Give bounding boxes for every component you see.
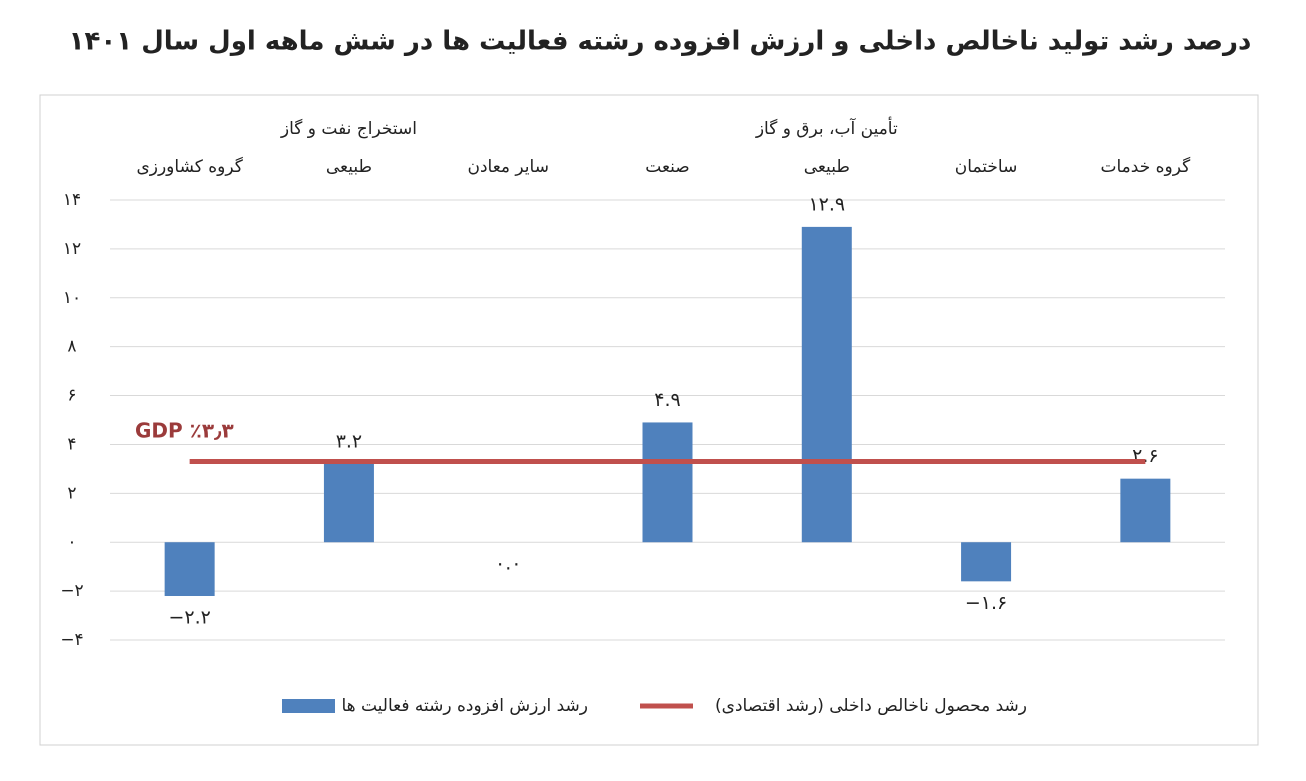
- legend-label: رشد محصول ناخالص داخلی (رشد اقتصادی): [715, 696, 1027, 716]
- bar: [642, 422, 693, 543]
- plot-frame: [39, 94, 1259, 746]
- x-category-label: ساختمان: [955, 157, 1018, 177]
- y-tick-label: ۴: [67, 434, 76, 454]
- y-tick-label: −۲: [60, 581, 83, 601]
- value-label: −۱.۶: [965, 592, 1007, 614]
- y-tick-label: −۴: [60, 630, 83, 650]
- bar: [164, 542, 215, 596]
- bar: [961, 542, 1012, 582]
- value-label: ۳.۲: [336, 431, 362, 453]
- legend-swatch: [282, 699, 335, 713]
- reference-label: GDP ٪۳٫۳: [135, 419, 234, 443]
- x-category-label: سایر معادن: [467, 157, 548, 177]
- value-label: ۰.۰: [495, 553, 521, 575]
- x-category-label: تأمین آب، برق و گاز طبیعی: [755, 116, 898, 177]
- y-tick-label: ۱۴: [63, 190, 81, 210]
- x-category-label: صنعت: [645, 157, 689, 177]
- x-category-label: گروه کشاورزی: [136, 156, 243, 177]
- chart-title: درصد رشد تولید ناخالص داخلی و ارزش افزود…: [69, 27, 1252, 57]
- y-tick-label: ۰: [67, 532, 76, 552]
- legend-label: رشد ارزش افزوده رشته فعالیت ها: [341, 696, 588, 716]
- y-tick-label: ۲: [67, 483, 76, 503]
- value-label: ۴.۹: [654, 389, 680, 411]
- bar: [323, 464, 374, 543]
- y-tick-label: ۶: [67, 386, 76, 406]
- x-category-label: گروه خدمات: [1100, 156, 1191, 177]
- y-tick-label: ۱۲: [63, 239, 81, 259]
- y-tick-label: ۱۰: [63, 288, 81, 308]
- value-label: −۲.۲: [168, 607, 210, 629]
- bar: [801, 226, 852, 543]
- x-category-label: استخراج نفت و گاز طبیعی: [280, 118, 417, 177]
- y-tick-label: ۸: [67, 337, 76, 357]
- value-label: ۱۲.۹: [808, 193, 845, 215]
- bar: [1120, 478, 1171, 543]
